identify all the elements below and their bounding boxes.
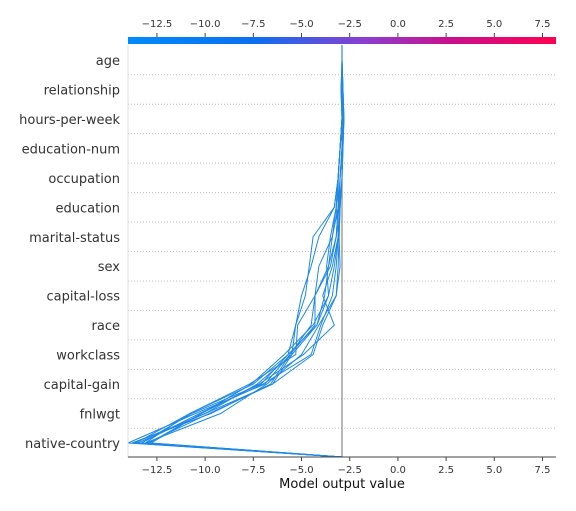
top-tick-label: 0.0 [390,19,406,30]
feature-label: occupation [48,172,120,187]
feature-label: age [96,54,120,69]
bottom-tick-label: −2.5 [338,465,362,476]
x-axis-label: Model output value [279,477,405,492]
x-ticks: −12.5 −12.5 −10.0 −10.0 −7.5 −7.5 −5.0 −5.0 −2.5… [142,19,551,476]
top-tick-label: 7.5 [535,19,551,30]
feature-label: hours-per-week [19,113,120,128]
top-tick-label: −10.0 [190,19,221,30]
top-tick-label: 2.5 [438,19,454,30]
bottom-tick-label: 0.0 [390,465,406,476]
colorbar [128,37,556,44]
series-line-9 [143,45,343,458]
feature-label: relationship [44,83,120,98]
feature-label: marital-status [29,231,120,246]
feature-label: capital-loss [47,290,121,305]
feature-label: education-num [22,142,120,157]
bottom-tick-label: 7.5 [535,465,551,476]
top-tick-label: −7.5 [241,19,265,30]
bottom-tick-label: −12.5 [142,465,173,476]
feature-label: capital-gain [44,378,120,393]
feature-label: native-country [25,437,120,452]
top-tick-label: −12.5 [142,19,173,30]
axes-frame [127,37,556,458]
series-line-3 [137,45,344,458]
feature-label: workclass [56,349,120,364]
bottom-tick-label: −10.0 [190,465,221,476]
feature-label: sex [98,260,121,275]
series-line-4 [133,45,345,458]
top-tick-label: −5.0 [289,19,313,30]
bottom-tick-label: −5.0 [289,465,313,476]
bottom-tick-label: 2.5 [438,465,454,476]
feature-label: race [92,319,120,334]
series-line-12 [145,45,344,458]
top-tick-label: 5.0 [486,19,502,30]
bottom-tick-label: 5.0 [486,465,502,476]
feature-label: education [55,201,120,216]
top-tick-label: −2.5 [338,19,362,30]
bottom-tick-label: −7.5 [241,465,265,476]
feature-label: fnlwgt [80,408,120,423]
feature-labels: age relationship hours-per-week education-n… [19,54,120,452]
series-lines [127,45,345,458]
